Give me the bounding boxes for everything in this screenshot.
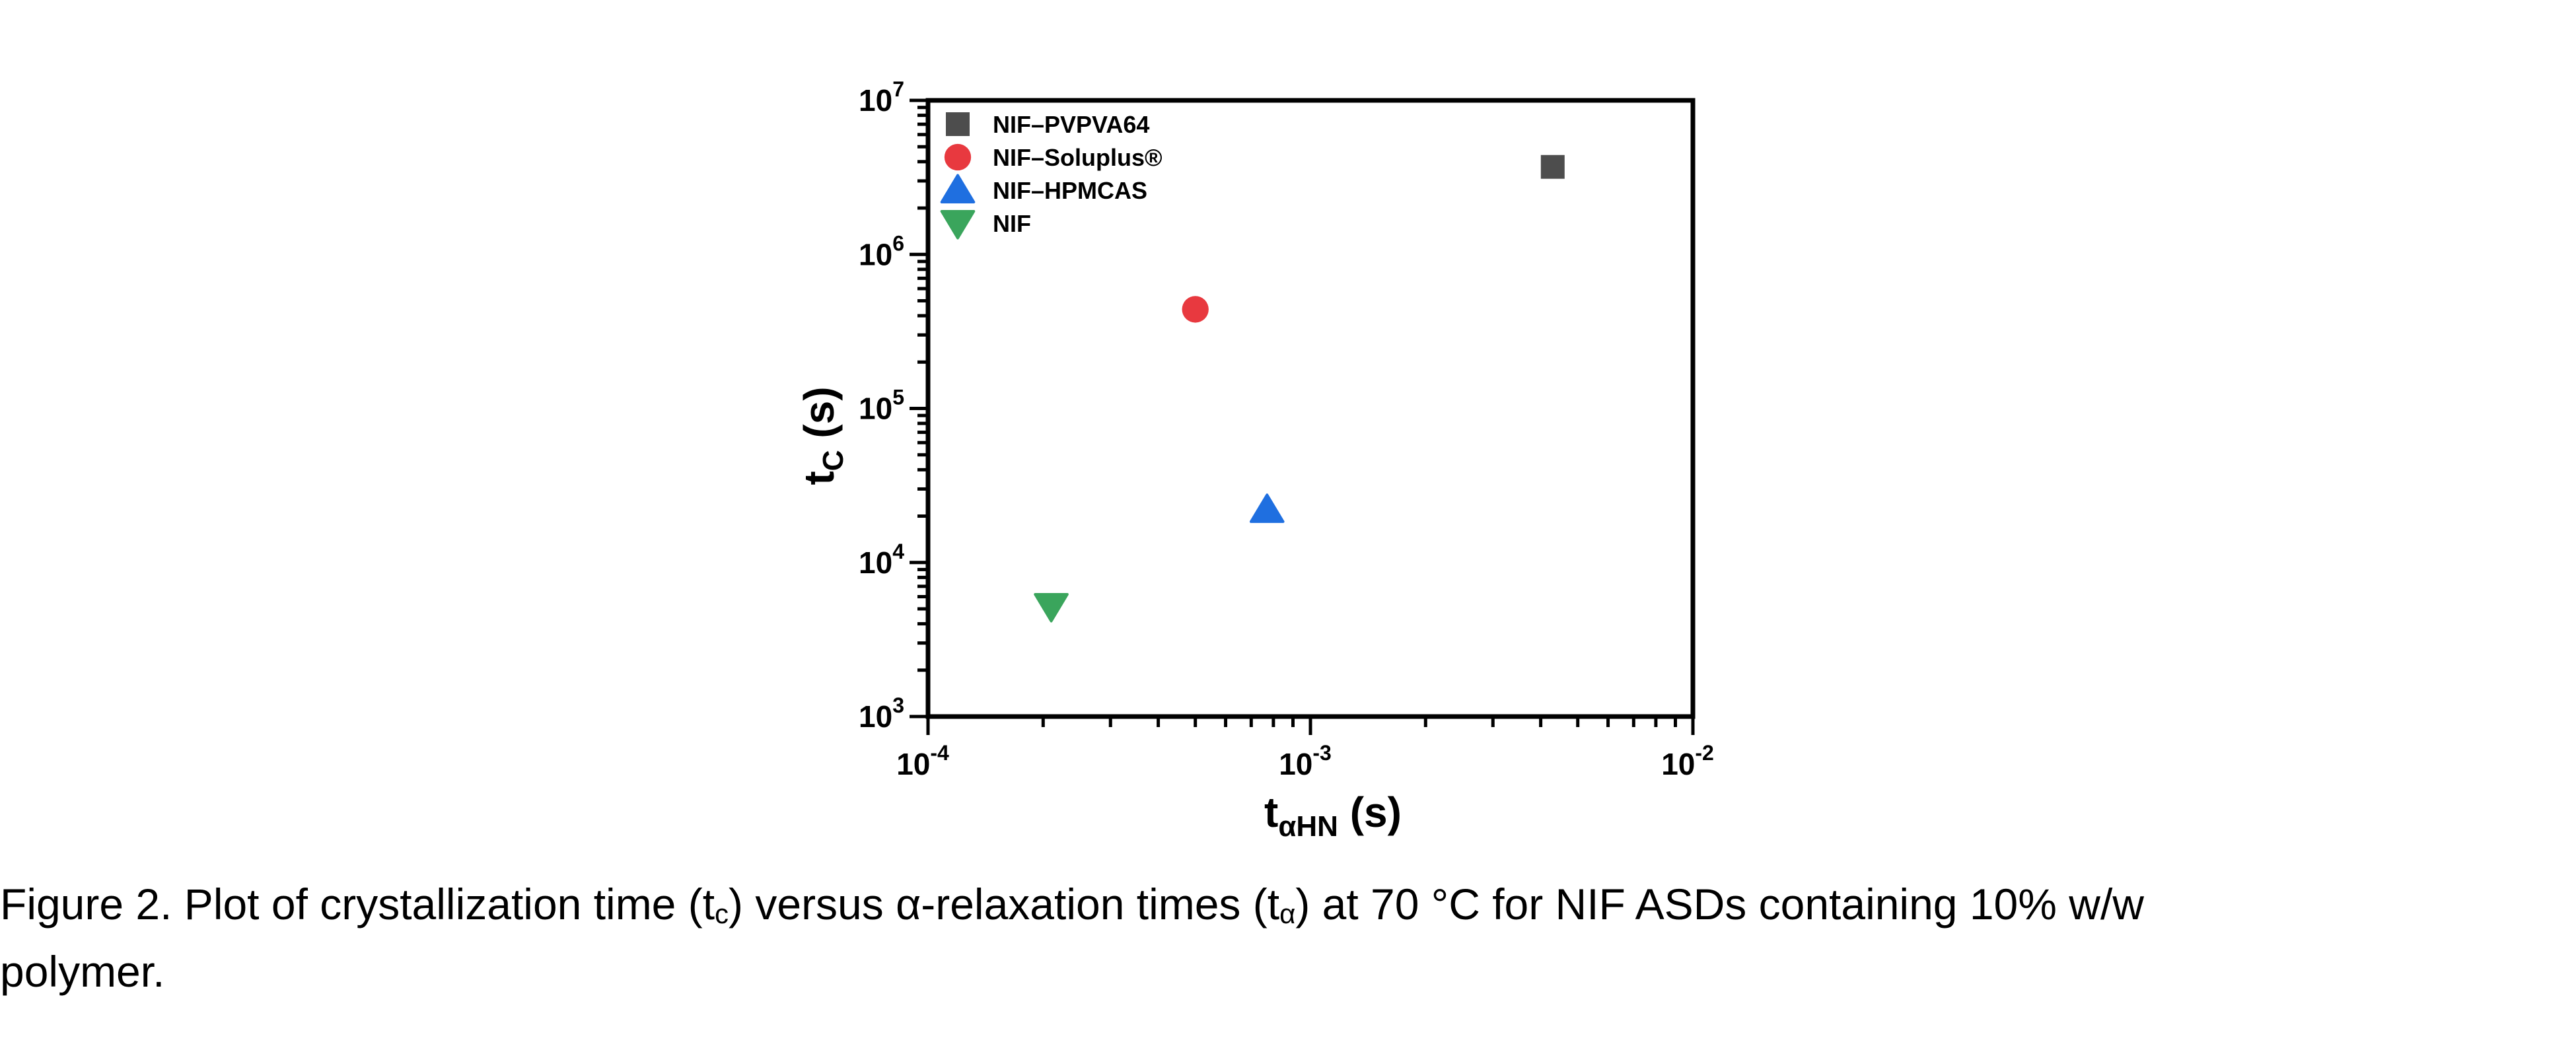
legend-marker	[940, 174, 976, 203]
data-point	[1540, 155, 1565, 179]
caption-text-c: ) at 70 °C for NIF ASDs containing 10% w…	[1295, 880, 2144, 929]
points-layer	[1034, 155, 1565, 623]
x-tick-label: 10-4	[896, 741, 949, 781]
caption-line-1: Figure 2. Plot of crystallization time (…	[0, 870, 2576, 938]
data-point	[1249, 493, 1285, 523]
y-tick-label: 103	[859, 693, 904, 734]
legend-marker	[940, 210, 976, 240]
x-axis-label-main: t	[1264, 789, 1278, 836]
x-tick-label: 10-2	[1661, 741, 1714, 781]
caption-text-b: ) versus α-relaxation times (t	[729, 880, 1280, 929]
caption-sub-c: c	[715, 898, 729, 929]
x-tick-label: 10-3	[1279, 741, 1332, 781]
plot-frame	[925, 98, 1696, 719]
caption-line-2: polymer.	[0, 947, 165, 996]
x-axis-label: tαHN (s)	[1264, 789, 1402, 843]
data-point	[1182, 296, 1209, 323]
x-axis-label-sub: αHN	[1278, 810, 1338, 843]
y-axis-label-sub: C	[817, 450, 849, 471]
y-tick-label: 106	[859, 231, 904, 271]
legend-label: NIF–PVPVA64	[993, 111, 1149, 138]
y-tick-label: 104	[859, 540, 904, 580]
legend-marker	[944, 143, 972, 171]
scatter-chart: NIF–PVPVA64 NIF–Soluplus® NIF–HPMCAS NIF 10…	[795, 77, 1714, 843]
legend-label: NIF–HPMCAS	[993, 177, 1147, 204]
y-axis-label-main: t	[795, 471, 843, 485]
data-point	[1034, 592, 1069, 623]
legend-marker	[946, 112, 970, 136]
legend-label: NIF	[993, 210, 1031, 237]
caption-text-a: Figure 2. Plot of crystallization time (…	[0, 880, 715, 929]
figure-caption: Figure 2. Plot of crystallization time (…	[0, 870, 2576, 1005]
y-axis-label: tC (s)	[795, 386, 849, 485]
y-axis-label-unit: (s)	[795, 386, 843, 450]
y-tick-label: 105	[859, 386, 904, 426]
legend: NIF–PVPVA64 NIF–Soluplus® NIF–HPMCAS NIF	[940, 111, 1163, 240]
y-tick-label: 107	[859, 77, 904, 118]
caption-sub-alpha: α	[1279, 898, 1296, 929]
legend-label: NIF–Soluplus®	[993, 144, 1163, 171]
x-axis-label-unit: (s)	[1338, 789, 1402, 836]
tick-labels: 10-4 10-3 10-2 103 104 105 106 107	[859, 77, 1714, 781]
